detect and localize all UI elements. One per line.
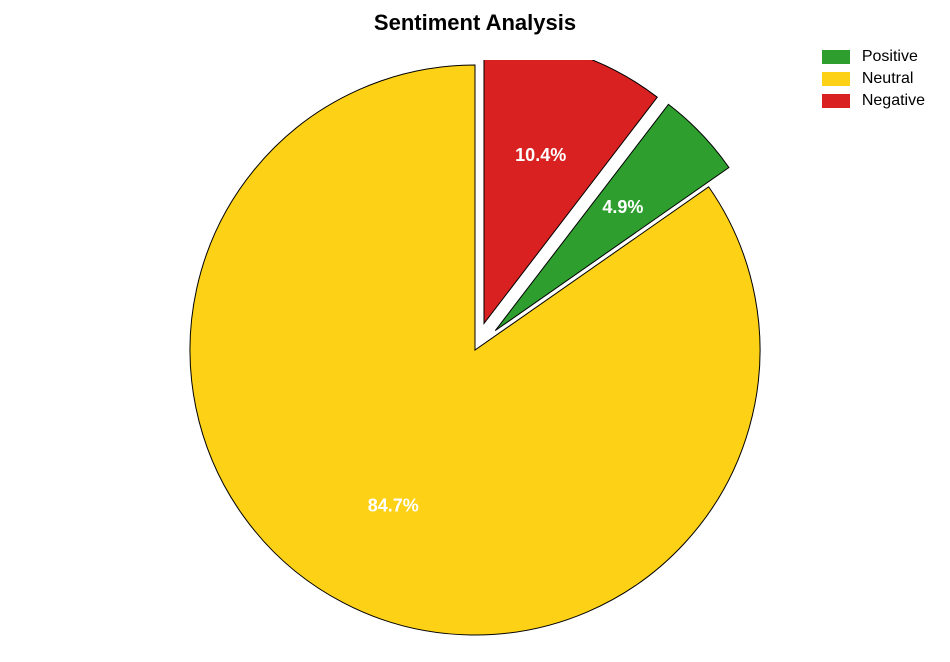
legend-label-neutral: Neutral [862, 70, 914, 88]
legend-swatch-negative [822, 94, 850, 108]
legend-swatch-positive [822, 50, 850, 64]
legend: Positive Neutral Negative [822, 48, 925, 114]
legend-item-neutral: Neutral [822, 70, 925, 88]
sentiment-pie-chart: Sentiment Analysis 84.7% 4.9% 10.4% Positi… [0, 0, 950, 662]
legend-label-negative: Negative [862, 92, 925, 110]
legend-label-positive: Positive [862, 48, 918, 66]
pie-label-negative: 10.4% [515, 145, 566, 165]
pie-svg: 84.7% 4.9% 10.4% [185, 60, 765, 640]
legend-item-negative: Negative [822, 92, 925, 110]
legend-swatch-neutral [822, 72, 850, 86]
pie-label-positive: 4.9% [602, 197, 643, 217]
pie-label-neutral: 84.7% [368, 495, 419, 515]
legend-item-positive: Positive [822, 48, 925, 66]
chart-title: Sentiment Analysis [0, 10, 950, 36]
